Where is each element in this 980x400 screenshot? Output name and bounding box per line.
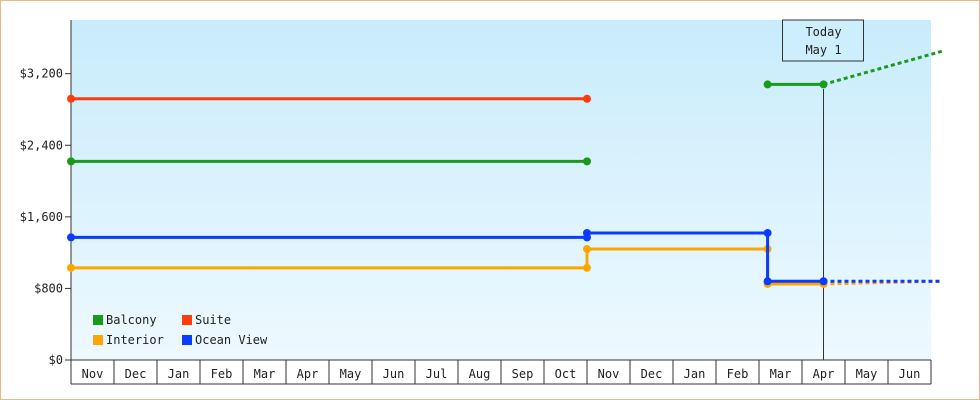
month-label: Feb — [211, 367, 233, 381]
suite-point — [67, 94, 75, 103]
legend-swatch-balcony — [93, 315, 103, 325]
balcony-point — [763, 80, 772, 89]
ocean-view-point — [763, 277, 772, 286]
y-tick-label: $800 — [34, 281, 63, 295]
ocean-view-point — [583, 228, 591, 237]
balcony-point — [583, 157, 591, 166]
month-label: Nov — [598, 367, 620, 381]
today-box — [782, 19, 864, 62]
y-tick-label: $2,400 — [20, 138, 63, 152]
interior-point — [583, 245, 591, 254]
month-label: Jan — [168, 367, 190, 381]
month-label: Aug — [469, 367, 491, 381]
month-label: May — [856, 367, 878, 381]
legend-label-suite: Suite — [195, 313, 231, 327]
month-label: May — [340, 367, 362, 381]
month-label: Oct — [555, 367, 577, 381]
month-label: Sep — [512, 367, 534, 381]
y-tick-label: $0 — [49, 353, 63, 367]
today-label: Today — [805, 25, 841, 39]
interior-point — [67, 263, 75, 272]
y-tick-label: $3,200 — [20, 67, 63, 81]
month-label: Dec — [125, 367, 147, 381]
legend-label-ocean-view: Ocean View — [195, 333, 268, 347]
ocean-view-point — [67, 233, 75, 242]
month-label: Jun — [899, 367, 921, 381]
legend-label-balcony: Balcony — [106, 313, 157, 327]
month-label: Nov — [82, 367, 104, 381]
month-label: Jul — [426, 367, 448, 381]
today-date: May 1 — [805, 43, 841, 57]
month-label: Apr — [297, 367, 319, 381]
legend-swatch-suite — [182, 315, 192, 325]
month-label: Dec — [641, 367, 663, 381]
month-label: Mar — [770, 367, 792, 381]
month-label: Jan — [684, 367, 706, 381]
y-tick-label: $1,600 — [20, 210, 63, 224]
plot-area — [71, 20, 931, 360]
suite-point — [583, 94, 591, 103]
legend-label-interior: Interior — [106, 333, 164, 347]
balcony-point — [67, 157, 75, 166]
month-label: Apr — [813, 367, 835, 381]
month-label: Mar — [254, 367, 276, 381]
legend-swatch-ocean-view — [182, 335, 192, 345]
legend-swatch-interior — [93, 335, 103, 345]
month-label: Jun — [383, 367, 405, 381]
month-label: Feb — [727, 367, 749, 381]
